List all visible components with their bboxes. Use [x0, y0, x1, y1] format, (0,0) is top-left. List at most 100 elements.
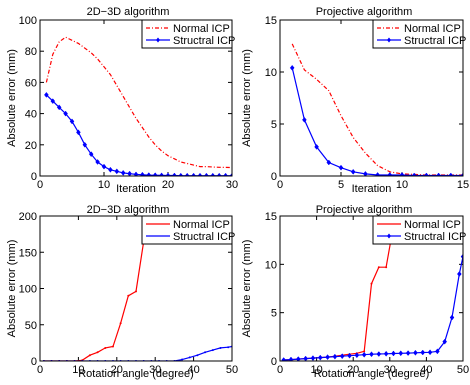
data-point	[411, 172, 417, 176]
data-point	[50, 98, 56, 105]
data-point	[114, 168, 120, 175]
x-tick-label: 0	[37, 179, 43, 191]
legend-label: Normal ICP	[173, 219, 230, 231]
plot-frame	[279, 19, 464, 177]
data-point	[95, 159, 100, 165]
data-point	[281, 357, 286, 361]
data-point	[152, 172, 158, 176]
data-point	[420, 349, 426, 356]
data-point	[449, 314, 455, 321]
data-point	[350, 168, 356, 175]
x-tick-label: 30	[149, 364, 161, 376]
plot-frame	[39, 215, 233, 362]
x-tick-label: 30	[384, 364, 396, 376]
x-tick-label: 40	[420, 364, 432, 376]
data-point	[375, 172, 380, 176]
data-point	[314, 143, 319, 150]
series-line	[45, 94, 232, 176]
y-tick-label: 0	[31, 356, 37, 368]
plot-frame	[279, 215, 464, 362]
data-point	[385, 266, 388, 269]
data-point	[317, 354, 323, 361]
x-tick-label: 0	[277, 179, 283, 191]
y-tick-label: 40	[25, 109, 37, 121]
x-tick-label: 0	[37, 364, 43, 376]
series-structral-icp	[289, 64, 463, 176]
y-tick-label: 5	[271, 308, 277, 320]
data-point	[197, 172, 203, 176]
y-tick-label: 150	[19, 247, 37, 259]
x-axis-label: Iteration	[352, 183, 392, 195]
data-point	[127, 170, 132, 176]
x-tick-label: 10	[98, 179, 110, 191]
x-tick-label: 10	[310, 364, 322, 376]
chart-panel-3: 2D−3D algorithm 0 10 20 30 40 50 0 50 100 150 200 Ro…	[6, 204, 238, 380]
series-line	[283, 256, 463, 361]
data-point	[178, 172, 184, 176]
data-point	[63, 110, 68, 117]
data-point	[181, 358, 184, 361]
data-point	[413, 349, 418, 356]
data-point	[227, 346, 230, 349]
data-point	[338, 164, 344, 171]
data-point	[219, 346, 222, 349]
data-point	[332, 353, 338, 360]
x-tick-label: 50	[457, 364, 469, 376]
data-point	[82, 141, 88, 148]
data-point	[288, 356, 294, 361]
x-tick-label: 0	[277, 364, 283, 376]
data-point	[339, 353, 345, 360]
legend-marker	[156, 37, 160, 43]
data-point	[159, 172, 164, 176]
data-point	[289, 64, 295, 71]
y-tick-label: 0	[31, 171, 37, 183]
chart-panel-4: Projective algorithm 0 10 20 30 40 50 0 5 10 15 Rot…	[241, 204, 469, 380]
data-point	[119, 322, 122, 325]
series-line	[291, 43, 463, 176]
data-point	[363, 171, 368, 176]
data-point	[146, 172, 152, 176]
x-tick-label: 10	[72, 364, 84, 376]
data-point	[436, 172, 441, 176]
y-tick-label: 50	[25, 320, 37, 332]
data-point	[377, 266, 380, 269]
data-point	[204, 351, 207, 354]
data-point	[361, 351, 367, 358]
y-tick-label: 15	[265, 15, 277, 27]
data-point	[204, 172, 209, 176]
series-line	[43, 345, 232, 361]
legend-marker	[387, 37, 391, 43]
chart-title: Projective algorithm	[316, 204, 413, 216]
x-tick-label: 50	[226, 364, 238, 376]
y-axis-label: Absolute error (mm)	[6, 240, 18, 338]
data-point	[191, 172, 196, 176]
x-tick-label: 40	[187, 364, 199, 376]
chart-title: Projective algorithm	[316, 6, 413, 18]
legend-box	[372, 215, 464, 245]
legend-label: Normal ICP	[173, 23, 230, 35]
data-point	[376, 351, 382, 357]
y-tick-label: 200	[19, 211, 37, 223]
x-tick-label: 20	[111, 364, 123, 376]
y-tick-label: 0	[271, 171, 277, 183]
chart-panel-2: Projective algorithm 0 5 10 15 0 5 10 15 Iteratio…	[241, 6, 469, 195]
data-point	[383, 350, 389, 357]
chart-panel-1: 2D−3D algorithm 0 10 20 30 0 20 40 60 80 100 Iterat…	[6, 6, 238, 195]
data-point	[391, 350, 396, 357]
series-structral-icp	[42, 345, 232, 361]
x-axis-label: Rotation angle (degree)	[78, 368, 194, 380]
data-point	[127, 294, 130, 297]
legend-label: Structral ICP	[173, 35, 235, 47]
data-point	[303, 355, 308, 361]
data-point	[120, 169, 126, 176]
data-point	[56, 104, 62, 111]
data-point	[135, 290, 137, 293]
x-axis-label: Iteration	[116, 183, 156, 195]
data-point	[44, 91, 49, 98]
series-line	[291, 67, 463, 176]
y-tick-label: 100	[19, 15, 37, 27]
